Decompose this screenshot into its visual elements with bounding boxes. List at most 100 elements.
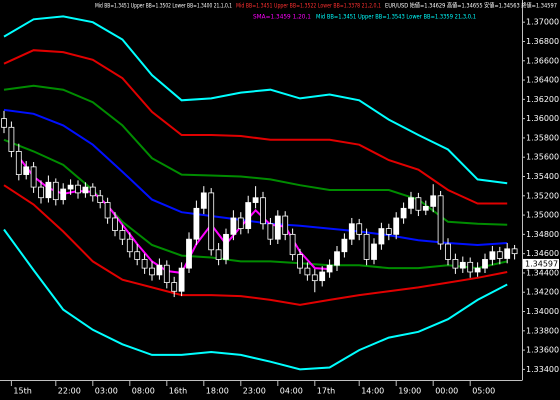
candle-body (230, 217, 237, 235)
candle-body (163, 264, 170, 283)
y-tick-label: 1.36600 (526, 56, 559, 65)
candle-body (422, 205, 429, 211)
candle-body (200, 192, 207, 209)
candle-body (82, 186, 89, 194)
candle-body (304, 267, 311, 276)
y-tick-label: 1.34800 (526, 230, 559, 239)
candle-body (75, 184, 81, 194)
y-tick-label: 1.34000 (526, 307, 559, 316)
candle-body (215, 249, 222, 260)
x-tick-label: 04:00 (280, 387, 303, 396)
candle-body (511, 248, 518, 255)
candle-body (289, 233, 296, 256)
y-tick-label: 1.36200 (526, 95, 559, 104)
band-line (3, 84, 508, 226)
y-tick-label: 1.34200 (526, 288, 559, 297)
x-tick-label: 14:00 (361, 387, 384, 396)
y-tick-label: 1.35600 (526, 153, 559, 162)
candle-body (363, 233, 370, 260)
band-line (3, 15, 508, 185)
last-price-label: 1.34597 (525, 259, 558, 268)
candle-body (393, 217, 400, 235)
x-tick-label: 03:00 (95, 387, 118, 396)
annotations: Mid BB=1.3451 Upper BB=1.3502 Lower BB=1… (95, 2, 557, 21)
y-tick-label: 1.35400 (526, 172, 559, 181)
y-tick-label: 1.33600 (526, 346, 559, 355)
annotation: Mid BB=1.3451 Upper BB=1.3522 Lower BB=1… (236, 3, 381, 10)
y-tick-label: 1.35000 (526, 211, 559, 220)
candle-body (178, 267, 185, 292)
candle-body (408, 197, 414, 209)
candle-body (400, 207, 407, 219)
axes: 1.37000 1.36800 1.36600 1.36400 1.36200 1.360… (10, 18, 559, 396)
candle-body (482, 259, 488, 269)
candle-body (119, 230, 126, 240)
x-tick-label: 18:00 (206, 387, 229, 396)
candle-body (452, 259, 459, 269)
candle-body (8, 126, 15, 152)
band-line (3, 228, 508, 371)
y-tick-label: 1.36400 (526, 76, 559, 85)
candle-body (149, 267, 155, 276)
candle-body (38, 186, 44, 199)
candle-body (112, 217, 118, 231)
y-tick-label: 1.34600 (526, 249, 559, 258)
last-price-box (523, 258, 559, 269)
band-line (3, 49, 508, 205)
y-tick-label: 1.36800 (526, 37, 559, 46)
plot-area (1, 15, 518, 371)
annotation: Mid BB=1.3451 Upper BB=1.3543 Lower BB=1… (316, 14, 476, 21)
candle-body (496, 251, 503, 259)
candle-body (378, 228, 385, 245)
band-line (3, 184, 508, 306)
candle-body (208, 192, 215, 251)
candle-body (134, 251, 141, 260)
x-tick-label: 00:00 (435, 387, 458, 396)
x-tick-label: 16th (169, 387, 187, 396)
annotation: EUR/USD 始値=1.34629 高値=1.34655 安値=1.34563… (385, 2, 557, 10)
candle-body (252, 197, 259, 203)
candle-body (89, 186, 96, 197)
candle-body (489, 251, 496, 260)
candle-body (348, 223, 355, 240)
y-tick-label: 1.36000 (526, 114, 559, 123)
candle-body (104, 202, 111, 219)
annotation: SMA=1.3459 1,20,1 (253, 14, 311, 21)
candle-body (260, 197, 266, 225)
candle-body (60, 188, 67, 201)
candle-body (326, 264, 333, 273)
band-line (3, 108, 508, 247)
y-tick-label: 1.35800 (526, 133, 559, 142)
candle-body (171, 282, 178, 292)
candle-body (385, 228, 392, 235)
candle-body (467, 261, 474, 273)
candle-body (237, 217, 244, 229)
candle-body (186, 238, 192, 269)
candle-body (1, 118, 7, 128)
candle-body (15, 151, 22, 175)
x-tick-label: 08:00 (132, 387, 155, 396)
candle-body (282, 215, 289, 235)
candle-body (459, 261, 466, 269)
candle-body (474, 267, 481, 273)
candle-body (341, 238, 348, 253)
y-tick-label: 1.34400 (526, 268, 559, 277)
y-tick-label: 1.33800 (526, 326, 559, 335)
y-tick-label: 1.35200 (526, 191, 559, 200)
candle-body (415, 197, 422, 211)
candle-body (97, 195, 104, 203)
candle-body (141, 259, 148, 269)
candle-body (311, 274, 318, 282)
candle-body (30, 166, 37, 188)
x-tick-label: 05:00 (472, 387, 495, 396)
x-tick-label: 19:00 (398, 387, 421, 396)
candle-body (67, 184, 74, 190)
candle-body (223, 233, 229, 260)
candle-body (356, 223, 363, 235)
candle-body (45, 181, 52, 199)
y-tick-label: 1.33400 (526, 365, 559, 374)
annotation: Mid BB=1.3451 Upper BB=1.3502 Lower BB=1… (95, 3, 232, 10)
candle-body (437, 195, 444, 245)
